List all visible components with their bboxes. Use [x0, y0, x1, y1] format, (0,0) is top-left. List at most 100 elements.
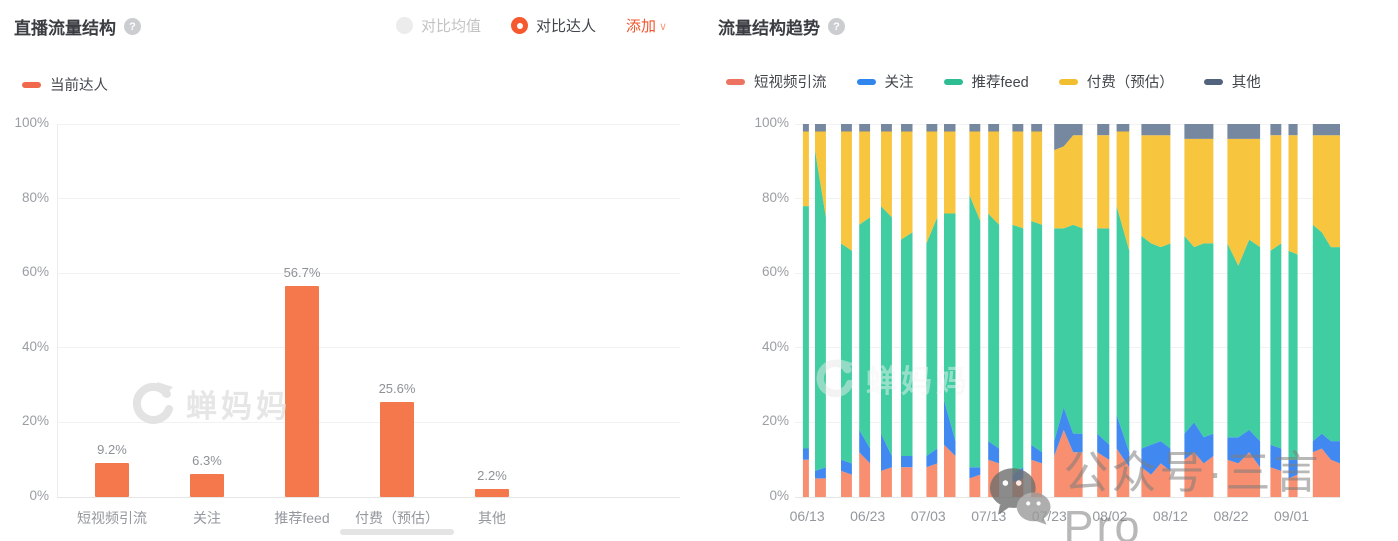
area-segment-paid[interactable] [815, 131, 826, 218]
legend-item-feed[interactable]: 推荐feed [943, 71, 1029, 92]
area-segment-other[interactable] [1116, 124, 1130, 132]
area-segment-other[interactable] [881, 124, 892, 132]
area-segment-paid[interactable] [1184, 138, 1214, 248]
area-segment-other[interactable] [988, 124, 1000, 132]
area-segment-sv[interactable] [841, 470, 852, 497]
area-segment-feed[interactable] [1097, 228, 1110, 445]
area-segment-sv[interactable] [988, 459, 1000, 497]
area-segment-feed[interactable] [1184, 235, 1214, 438]
bar-其他[interactable] [475, 488, 509, 497]
area-segment-feed[interactable] [802, 206, 809, 449]
area-segment-paid[interactable] [1141, 135, 1171, 248]
area-segment-f[interactable] [1116, 414, 1130, 468]
area-segment-paid[interactable] [901, 131, 913, 240]
legend-item-current-talent[interactable]: 当前达人 [22, 74, 108, 95]
compare-talent-toggle[interactable]: 对比达人 [511, 15, 596, 36]
area-segment-sv[interactable] [969, 474, 981, 497]
area-segment-paid[interactable] [969, 131, 981, 222]
area-segment-paid[interactable] [859, 131, 871, 225]
area-segment-f[interactable] [881, 433, 892, 471]
bar-付费（预估）[interactable] [380, 401, 414, 497]
area-segment-feed[interactable] [969, 194, 981, 468]
area-segment-f[interactable] [841, 459, 852, 475]
area-segment-other[interactable] [1012, 124, 1024, 132]
area-segment-feed[interactable] [926, 217, 938, 456]
legend-item-paid[interactable]: 付费（预估） [1058, 71, 1174, 92]
area-segment-sv[interactable] [1288, 474, 1298, 497]
area-segment-other[interactable] [802, 124, 809, 132]
area-segment-f[interactable] [1227, 429, 1261, 468]
area-segment-f[interactable] [1141, 441, 1171, 475]
area-segment-other[interactable] [1054, 124, 1083, 151]
area-segment-f[interactable] [1054, 407, 1083, 457]
legend-item-sv[interactable]: 短视频引流 [726, 71, 827, 92]
area-segment-sv[interactable] [881, 467, 892, 497]
area-segment-sv[interactable] [815, 478, 826, 497]
area-segment-feed[interactable] [1054, 224, 1083, 442]
area-segment-feed[interactable] [944, 213, 956, 442]
area-segment-paid[interactable] [988, 131, 1000, 225]
area-segment-other[interactable] [1227, 124, 1261, 139]
area-segment-f[interactable] [901, 456, 913, 468]
area-segment-sv[interactable] [1097, 452, 1110, 497]
area-segment-other[interactable] [944, 124, 956, 132]
add-talent-button[interactable]: 添加 ∨ [626, 15, 667, 36]
legend-item-f[interactable]: 关注 [856, 71, 914, 92]
area-segment-paid[interactable] [1031, 131, 1043, 225]
area-segment-sv[interactable] [802, 459, 809, 497]
area-segment-feed[interactable] [1312, 224, 1340, 442]
area-segment-paid[interactable] [1097, 135, 1110, 229]
area-segment-paid[interactable] [1012, 131, 1024, 229]
bar-推荐feed[interactable] [285, 285, 319, 497]
area-segment-paid[interactable] [841, 131, 852, 251]
area-segment-other[interactable] [859, 124, 871, 132]
area-segment-sv[interactable] [1116, 448, 1130, 498]
area-segment-paid[interactable] [1312, 135, 1340, 248]
area-segment-feed[interactable] [1012, 224, 1024, 475]
area-segment-f[interactable] [859, 429, 871, 464]
area-segment-feed[interactable] [1141, 235, 1171, 449]
area-segment-f[interactable] [944, 400, 956, 456]
area-segment-paid[interactable] [881, 131, 892, 218]
area-segment-paid[interactable] [1227, 138, 1261, 266]
radio-off-icon[interactable] [396, 17, 413, 34]
area-segment-f[interactable] [926, 448, 938, 468]
help-icon[interactable]: ? [828, 18, 845, 35]
compare-average-toggle[interactable]: 对比均值 [396, 15, 481, 36]
area-segment-sv[interactable] [1184, 452, 1214, 497]
legend-item-other[interactable]: 其他 [1203, 71, 1261, 92]
area-segment-other[interactable] [1031, 124, 1043, 132]
area-segment-f[interactable] [969, 467, 981, 479]
area-segment-feed[interactable] [881, 206, 892, 456]
area-segment-feed[interactable] [841, 243, 852, 464]
area-segment-sv[interactable] [859, 452, 871, 497]
bar-短视频引流[interactable] [95, 462, 129, 497]
area-segment-other[interactable] [1270, 124, 1282, 136]
area-segment-other[interactable] [1288, 124, 1298, 136]
help-icon[interactable]: ? [124, 18, 141, 35]
area-segment-sv[interactable] [901, 467, 913, 497]
area-segment-f[interactable] [802, 448, 809, 460]
area-segment-other[interactable] [815, 124, 826, 132]
area-segment-sv[interactable] [1312, 448, 1340, 498]
area-segment-f[interactable] [1288, 459, 1298, 479]
area-segment-other[interactable] [1141, 124, 1171, 136]
area-segment-paid[interactable] [944, 131, 956, 214]
area-segment-paid[interactable] [1054, 135, 1083, 229]
radio-on-icon[interactable] [511, 17, 529, 34]
area-segment-f[interactable] [1031, 444, 1043, 464]
area-segment-f[interactable] [1184, 422, 1214, 464]
area-segment-feed[interactable] [1116, 206, 1130, 453]
area-segment-f[interactable] [988, 441, 1000, 464]
area-segment-paid[interactable] [1270, 135, 1282, 251]
area-segment-f[interactable] [1097, 433, 1110, 460]
area-segment-feed[interactable] [1227, 239, 1261, 442]
area-segment-sv[interactable] [1054, 429, 1083, 497]
area-segment-paid[interactable] [1288, 135, 1298, 255]
area-segment-feed[interactable] [859, 217, 871, 449]
area-segment-other[interactable] [926, 124, 938, 132]
area-segment-sv[interactable] [926, 463, 938, 497]
area-segment-feed[interactable] [1288, 250, 1298, 460]
area-segment-sv[interactable] [1141, 463, 1171, 497]
area-segment-feed[interactable] [901, 232, 913, 456]
